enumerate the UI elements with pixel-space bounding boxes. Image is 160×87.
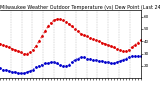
Text: Milwaukee Weather Outdoor Temperature (vs) Dew Point (Last 24 Hours): Milwaukee Weather Outdoor Temperature (v… [0,5,160,10]
